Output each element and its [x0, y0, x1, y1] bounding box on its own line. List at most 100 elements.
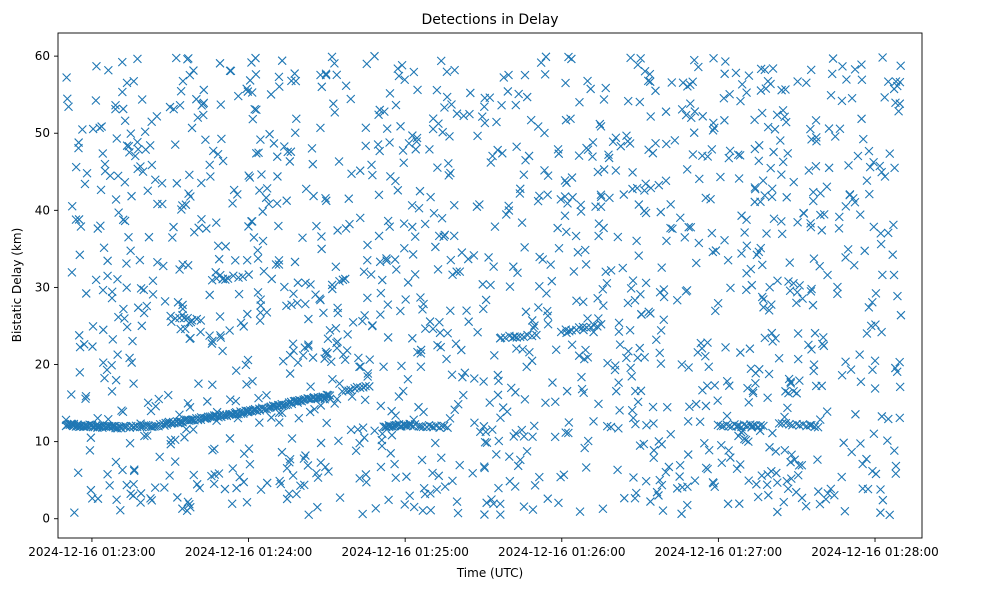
clutter-point	[456, 345, 466, 355]
track-point	[582, 323, 592, 333]
clutter-point	[828, 54, 838, 63]
clutter-point	[98, 358, 108, 368]
clutter-point	[563, 428, 573, 438]
clutter-point	[655, 287, 665, 297]
clutter-point	[576, 207, 586, 216]
clutter-point	[657, 263, 667, 272]
clutter-point	[275, 476, 285, 486]
clutter-point	[157, 178, 167, 188]
clutter-point	[648, 402, 658, 412]
clutter-point	[683, 81, 692, 91]
clutter-point	[449, 231, 459, 241]
clutter-point	[757, 471, 767, 481]
clutter-point	[723, 499, 733, 509]
clutter-point	[622, 131, 631, 141]
clutter-point	[656, 359, 666, 369]
track-point	[532, 330, 541, 340]
clutter-point	[779, 497, 789, 507]
clutter-point	[355, 438, 365, 448]
y-tick-label: 0	[42, 512, 50, 526]
clutter-point	[520, 395, 530, 404]
clutter-point	[643, 76, 653, 86]
clutter-point	[693, 62, 703, 72]
clutter-point	[242, 379, 251, 389]
track-point	[578, 322, 588, 332]
clutter-point	[737, 79, 747, 89]
clutter-point	[635, 97, 645, 107]
clutter-point	[733, 150, 743, 160]
clutter-point	[129, 465, 139, 474]
track-point	[724, 421, 734, 431]
clutter-point	[360, 395, 370, 405]
clutter-point	[462, 306, 471, 316]
clutter-point	[618, 263, 628, 273]
clutter-point	[244, 171, 254, 180]
clutter-point	[93, 494, 103, 504]
clutter-point	[272, 199, 282, 208]
clutter-point	[383, 300, 393, 310]
clutter-point	[877, 327, 886, 337]
clutter-point	[394, 71, 404, 81]
clutter-point	[128, 336, 137, 346]
clutter-point	[407, 222, 417, 232]
clutter-point	[152, 111, 162, 121]
clutter-point	[754, 364, 764, 374]
clutter-point	[254, 393, 263, 403]
clutter-point	[214, 254, 224, 264]
clutter-point	[143, 186, 153, 196]
clutter-point	[195, 483, 205, 493]
clutter-point	[433, 264, 443, 274]
clutter-point	[631, 488, 641, 498]
clutter-point	[413, 85, 422, 95]
clutter-point	[359, 267, 369, 277]
clutter-point	[626, 53, 635, 63]
clutter-point	[292, 298, 302, 308]
clutter-point	[216, 333, 226, 342]
clutter-point	[768, 64, 778, 73]
clutter-point	[559, 470, 569, 480]
clutter-point	[566, 54, 576, 64]
clutter-point	[534, 191, 544, 201]
clutter-point	[202, 397, 212, 406]
clutter-point	[626, 283, 636, 293]
clutter-point	[384, 495, 393, 505]
clutter-point	[619, 493, 629, 503]
clutter-point	[540, 69, 550, 79]
clutter-point	[468, 468, 478, 478]
clutter-point	[662, 236, 671, 246]
clutter-point	[395, 306, 405, 316]
clutter-point	[323, 334, 333, 344]
clutter-point	[419, 299, 428, 309]
clutter-point	[185, 402, 195, 412]
clutter-point	[682, 500, 692, 510]
clutter-point	[81, 289, 91, 298]
clutter-point	[218, 346, 227, 356]
clutter-point	[255, 316, 265, 325]
clutter-point	[208, 336, 217, 346]
clutter-point	[193, 113, 203, 123]
clutter-point	[793, 470, 803, 480]
clutter-point	[425, 317, 435, 326]
clutter-point	[756, 197, 765, 207]
clutter-point	[117, 87, 127, 97]
clutter-point	[812, 136, 821, 146]
clutter-point	[310, 404, 319, 414]
clutter-point	[444, 171, 454, 180]
clutter-point	[864, 146, 874, 156]
clutter-point	[634, 251, 644, 261]
clutter-point	[207, 339, 217, 348]
clutter-point	[701, 193, 711, 203]
clutter-point	[720, 57, 730, 66]
clutter-point	[416, 348, 426, 358]
clutter-point	[858, 134, 868, 144]
clutter-point	[583, 76, 592, 86]
clutter-point	[604, 150, 613, 160]
clutter-point	[473, 327, 483, 337]
clutter-point	[114, 208, 124, 217]
clutter-point	[594, 219, 604, 229]
clutter-point	[122, 78, 132, 88]
clutter-point	[857, 75, 867, 85]
clutter-point	[383, 216, 393, 226]
clutter-point	[793, 77, 803, 86]
clutter-point	[666, 199, 676, 209]
